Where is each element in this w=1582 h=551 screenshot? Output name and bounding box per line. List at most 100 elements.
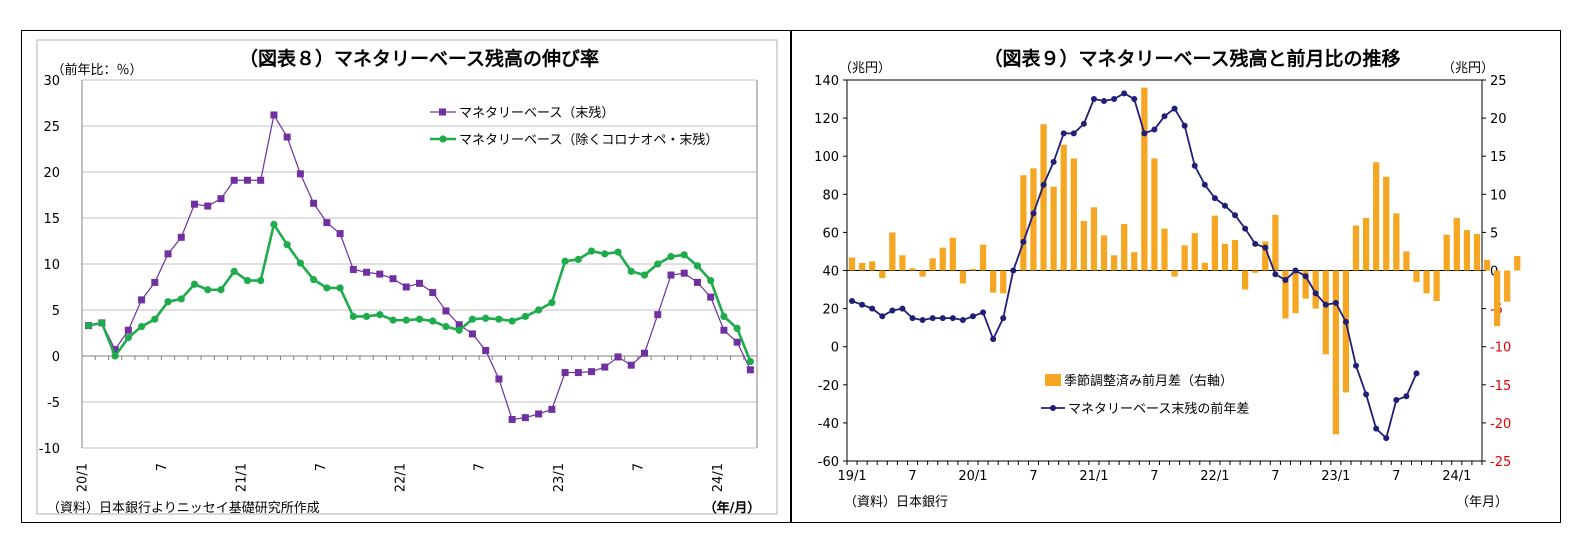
chart9-line-point — [1131, 96, 1138, 103]
chart8-point-base — [495, 375, 503, 383]
chart9-bar — [1504, 270, 1511, 302]
chart8-point-excl — [98, 319, 106, 327]
chart9-line-point — [1050, 158, 1057, 165]
chart9-bar — [990, 270, 997, 293]
chart8-point-base — [561, 369, 569, 377]
chart9-bar — [1221, 243, 1229, 271]
chart9-line-point — [1342, 318, 1349, 325]
chart9-x-tick-label: 7 — [1029, 469, 1037, 484]
chart8-point-base — [323, 219, 331, 227]
chart9-x-tick-label: 19/1 — [837, 469, 866, 484]
chart8-point-excl — [336, 284, 344, 292]
chart8-y-tick-label: 15 — [43, 212, 60, 227]
chart9-line-point — [1020, 238, 1027, 245]
chart9-svg: （図表９）マネタリーベース残高と前月比の推移 （兆円） （兆円） （資料）日本銀… — [814, 47, 1521, 510]
chart8-legend-base-label: マネタリーベース（末残） — [459, 106, 614, 121]
chart9-x-tick-label: 20/1 — [958, 469, 987, 484]
chart9-bar — [1040, 124, 1047, 271]
chart9-bar — [1443, 234, 1450, 271]
chart9-legend-bar-swatch — [1045, 374, 1061, 386]
chart9-line-point — [1111, 96, 1118, 103]
chart9-bar — [1262, 241, 1269, 271]
chart8-point-excl — [137, 322, 146, 331]
chart9-x-tick-label: 23/1 — [1321, 469, 1350, 484]
chart8-point-base — [455, 321, 463, 329]
chart9-title: （図表９）マネタリーベース残高と前月比の推移 — [983, 47, 1400, 70]
chart8-source: （資料）日本銀行よりニッセイ基礎研究所作成 — [47, 501, 320, 516]
chart8-point-excl — [415, 315, 424, 323]
chart8-point-base — [217, 195, 225, 203]
chart8-point-excl — [601, 250, 609, 258]
chart8-x-tick-label: 24/1 — [711, 463, 726, 492]
chart9-bar — [1393, 213, 1400, 271]
chart8-point-base — [720, 326, 728, 334]
chart8-x-tick-label: 20/1 — [76, 463, 91, 492]
chart9-bar — [929, 258, 936, 271]
chart9-bar — [1362, 217, 1370, 271]
chart9-bar — [1131, 252, 1138, 271]
chart8-point-base — [574, 369, 582, 377]
chart9-bar — [1282, 270, 1289, 319]
chart9-x-tick-label: 7 — [1271, 469, 1279, 484]
chart8-point-excl — [124, 334, 132, 342]
chart8-y-ticks: 30 25 20 15 10 5 0 -5 -10 — [39, 74, 60, 457]
chart8-point-excl — [574, 255, 582, 263]
chart9-bar — [1100, 235, 1108, 271]
chart8-x-tick-label: 7 — [314, 463, 329, 471]
chart9-bar — [1383, 176, 1390, 271]
chart9-line-point — [1292, 267, 1299, 274]
chart9-line-point — [1080, 120, 1087, 127]
chart9-line-point — [849, 297, 856, 304]
chart8-point-base — [667, 271, 675, 279]
chart9-line-point — [1413, 370, 1420, 377]
chart8-point-base — [468, 330, 476, 338]
chart8-y-tick-label: 10 — [43, 258, 60, 273]
chart8-point-base — [693, 278, 701, 286]
chart9-line-point — [949, 315, 956, 322]
chart8-y-tick-label: -10 — [39, 442, 60, 457]
chart8-point-excl — [323, 284, 331, 292]
chart8-point-excl — [746, 357, 754, 366]
chart9-bar — [919, 270, 926, 277]
chart8-panel: （図表８）マネタリーベース残高の伸び率 （前年比：％） （資料）日本銀行よりニッ… — [21, 30, 791, 523]
chart9-line-point — [1060, 130, 1067, 137]
chart8-point-base — [746, 366, 754, 374]
chart8-series — [85, 111, 754, 423]
chart8-point-excl — [442, 322, 450, 331]
chart8-point-base — [191, 200, 198, 208]
chart9-line-point — [1171, 105, 1178, 112]
chart9-line-point — [990, 336, 997, 343]
chart8-point-base — [654, 311, 662, 319]
chart8-point-excl — [468, 315, 477, 323]
chart8-point-excl — [402, 316, 410, 324]
chart9-line-point — [1090, 96, 1097, 103]
chart9-line-point — [1161, 113, 1168, 120]
chart9-bar — [879, 270, 886, 279]
chart9-line-point — [1403, 393, 1410, 400]
chart9-x-unit: （年月） — [1456, 495, 1508, 510]
chart8-point-base — [363, 268, 371, 276]
chart8-point-base — [376, 270, 384, 278]
chart9-bar — [1302, 270, 1309, 299]
chart9-bar — [1352, 225, 1360, 271]
chart9-bar — [1151, 158, 1158, 271]
chart9-bar — [1020, 175, 1027, 271]
chart8-point-excl — [561, 257, 569, 265]
chart8-point-excl — [389, 316, 397, 324]
chart8-point-excl — [243, 276, 252, 285]
chart9-bar — [858, 262, 866, 271]
chart8-point-excl — [521, 312, 529, 321]
chart8-point-excl — [376, 311, 384, 319]
chart9-x-tick-label: 22/1 — [1200, 469, 1229, 484]
chart9-legend-bar-label: 季節調整済み前月差（右軸） — [1064, 373, 1233, 389]
chart8-point-base — [535, 410, 543, 418]
chart8-x-tick-label: 21/1 — [234, 463, 249, 492]
chart9-line-point — [1101, 97, 1108, 104]
chart9-line-point — [1191, 162, 1198, 169]
chart8-point-excl — [667, 253, 675, 261]
chart8-point-base — [349, 266, 357, 274]
chart8-point-excl — [640, 271, 649, 279]
chart9-line-point — [1121, 90, 1128, 97]
chart9-y-left-tick-label: -40 — [818, 417, 839, 432]
chart8-point-base — [482, 346, 490, 354]
